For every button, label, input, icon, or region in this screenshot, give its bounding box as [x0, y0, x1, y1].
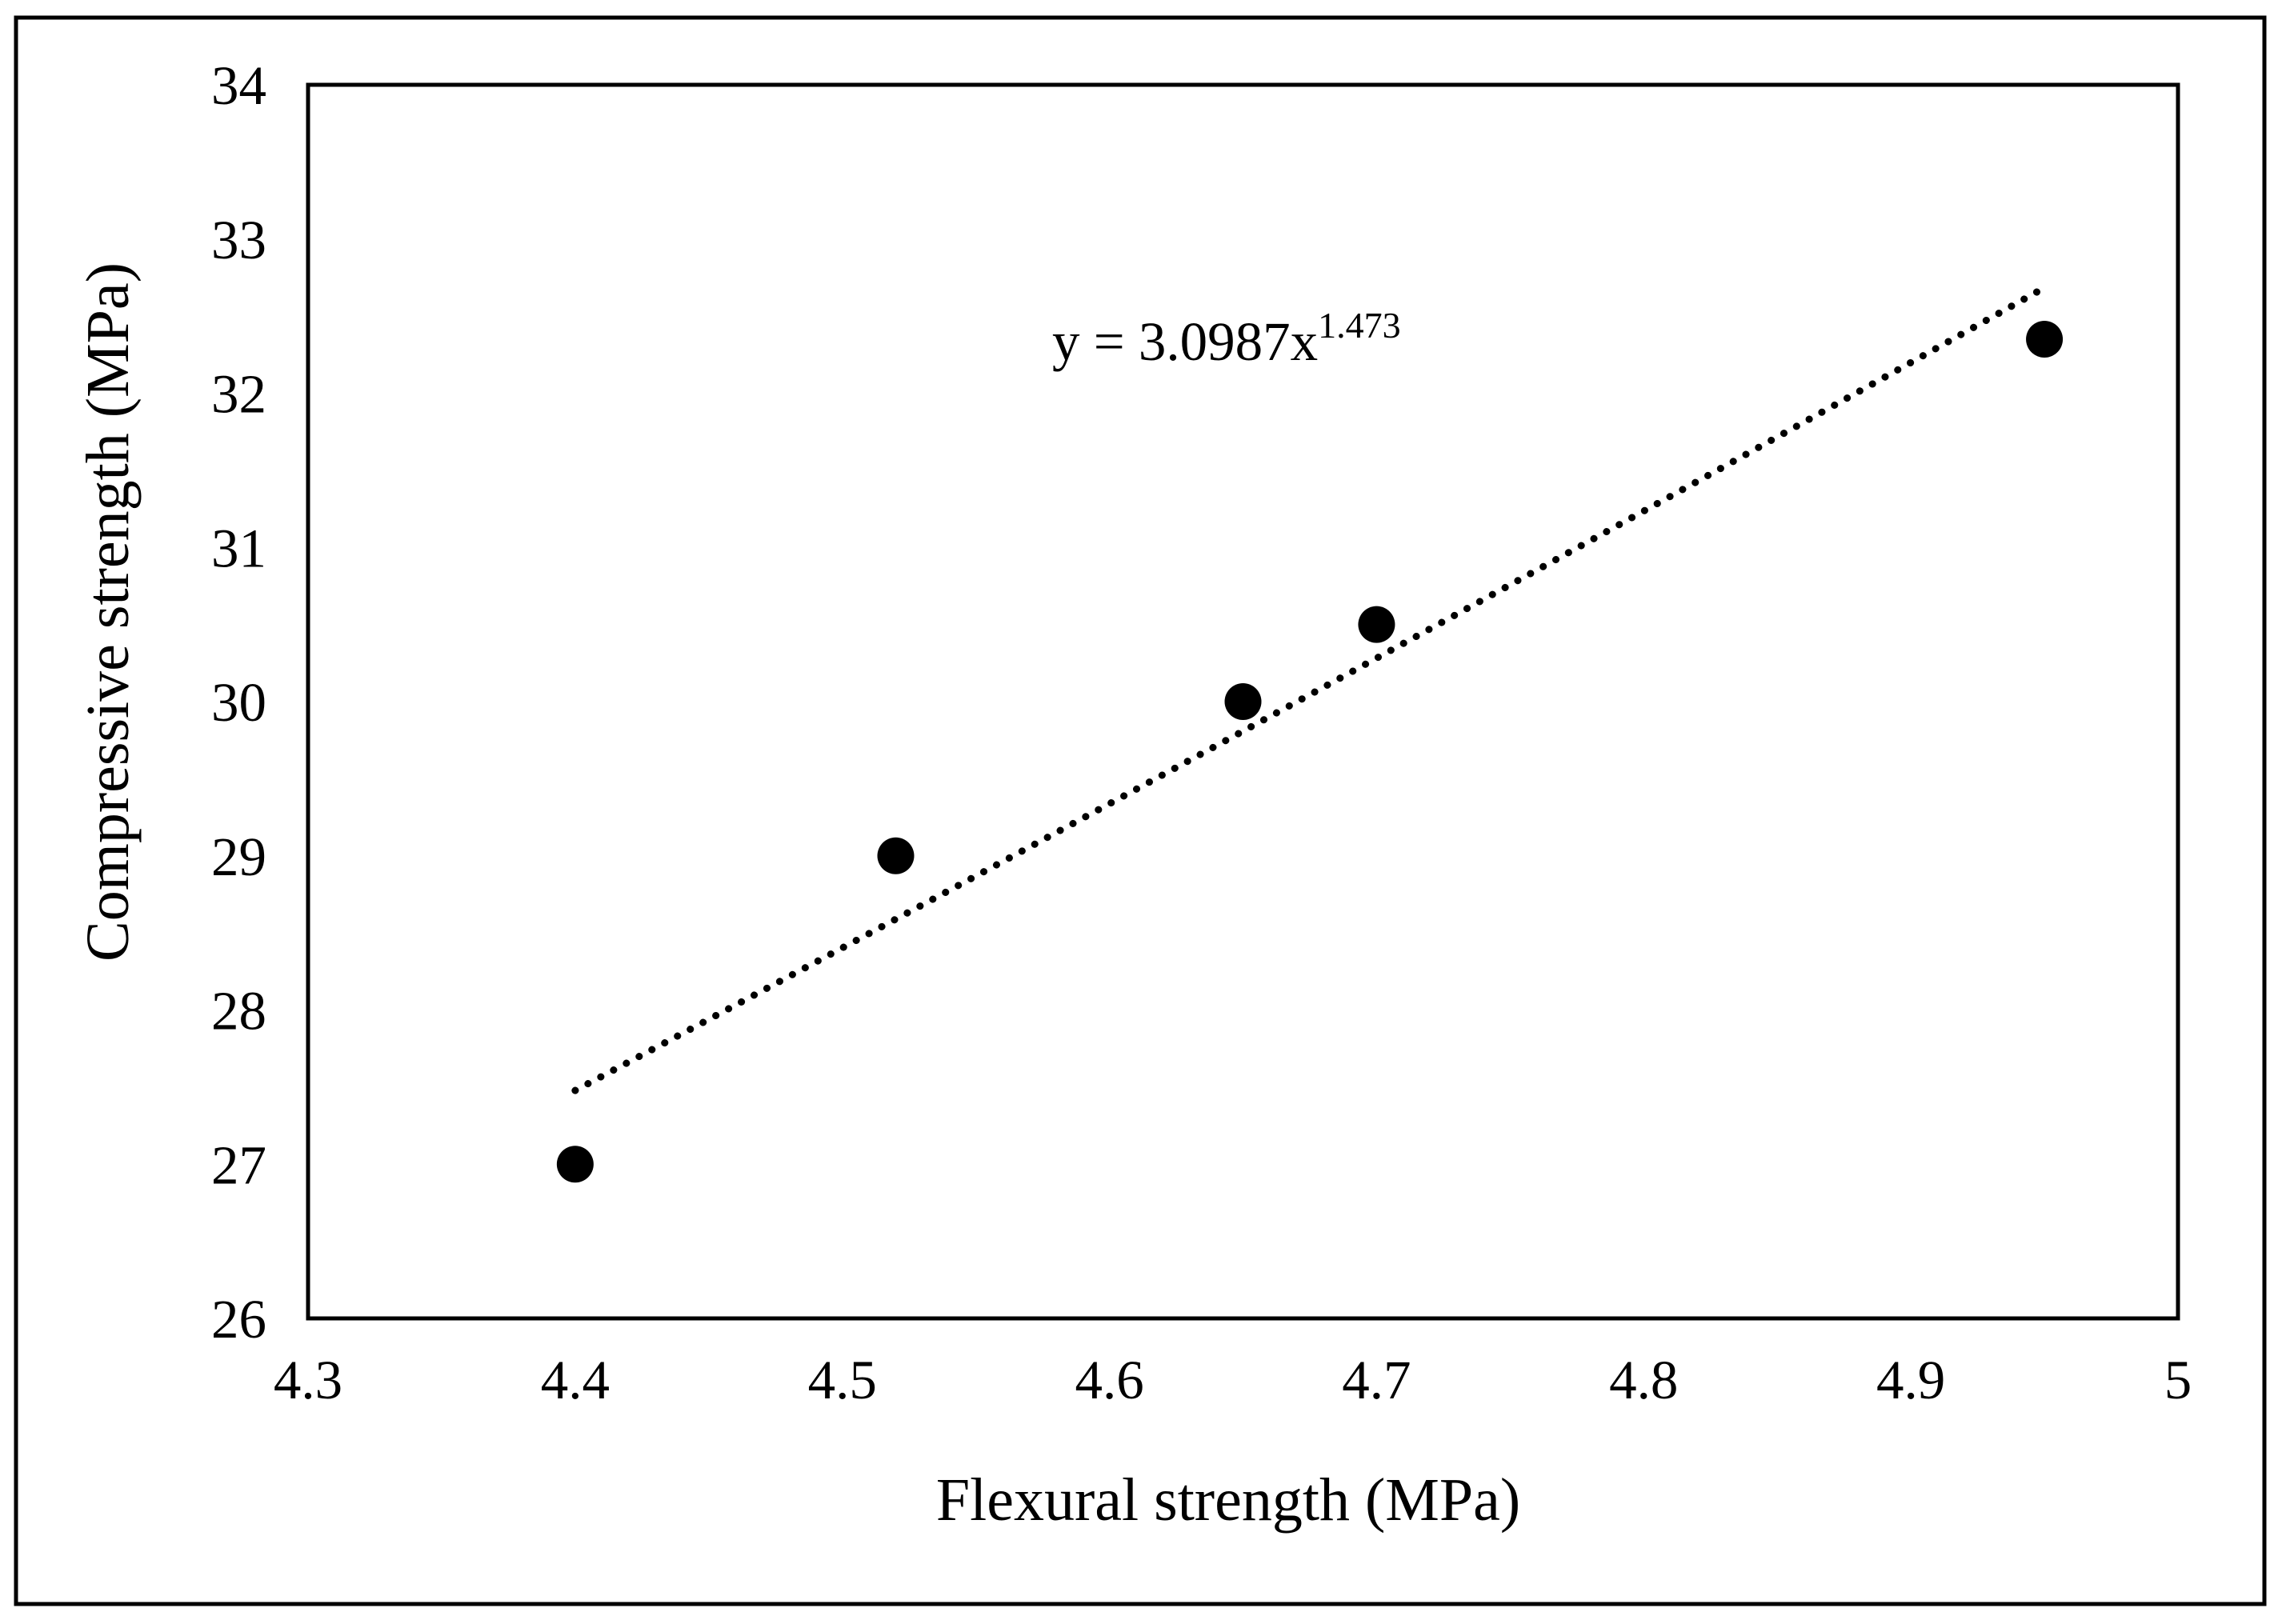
- data-point: [877, 837, 915, 874]
- data-point: [2026, 321, 2064, 358]
- figure-border: [14, 15, 2267, 1606]
- x-tick-label: 4.7: [1342, 1350, 1411, 1410]
- data-points: [556, 321, 2064, 1183]
- trendline-equation: y = 3.0987x1.473: [1052, 305, 1401, 372]
- x-tick-label: 4.8: [1609, 1350, 1678, 1410]
- trendline-equation-base: y = 3.0987x: [1052, 311, 1318, 372]
- y-tick-label: 33: [211, 210, 266, 270]
- plot-area-frame: [306, 82, 2180, 1321]
- x-tick-label: 5: [2164, 1350, 2192, 1410]
- y-axis-label: Compressive strength (MPa): [74, 262, 142, 962]
- trendline-power: [571, 284, 2048, 1094]
- x-tick-label: 4.3: [274, 1350, 342, 1410]
- y-tick-label: 27: [211, 1134, 266, 1195]
- x-tick-label: 4.5: [808, 1350, 877, 1410]
- data-point: [1358, 606, 1395, 643]
- y-tick-label: 28: [211, 981, 266, 1042]
- y-tick-label: 34: [211, 55, 266, 116]
- x-axis-label: Flexural strength (MPa): [936, 1466, 1520, 1534]
- y-axis-ticks: 26 27 28 29 30 31 32 33 34: [211, 55, 266, 1350]
- y-tick-label: 29: [211, 826, 266, 887]
- trendline-equation-exponent: 1.473: [1318, 305, 1401, 346]
- x-axis-ticks: 4.3 4.4 4.5 4.6 4.7 4.8 4.9 5: [274, 1350, 2192, 1410]
- x-tick-label: 4.9: [1876, 1350, 1945, 1410]
- data-point: [556, 1146, 594, 1183]
- y-tick-label: 30: [211, 672, 266, 733]
- data-point: [1224, 683, 1262, 720]
- y-tick-label: 32: [211, 364, 266, 425]
- trendline-group: [571, 284, 2048, 1094]
- x-tick-label: 4.6: [1075, 1350, 1143, 1410]
- y-tick-label: 26: [211, 1289, 266, 1350]
- x-tick-label: 4.4: [541, 1350, 610, 1410]
- y-tick-label: 31: [211, 518, 266, 578]
